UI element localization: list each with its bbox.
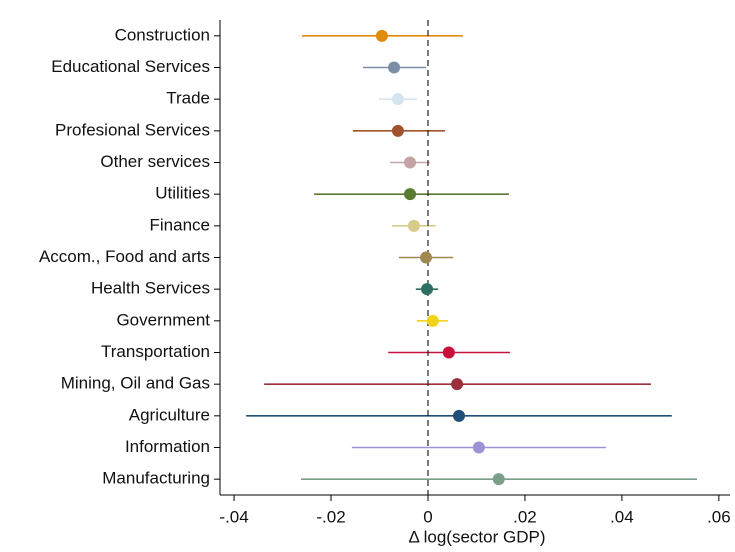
point: [404, 156, 417, 169]
point: [421, 283, 434, 296]
x-tick-label: .04: [610, 507, 634, 526]
y-tick-label: Trade: [166, 89, 210, 108]
y-tick-label: Manufacturing: [102, 469, 210, 488]
point: [391, 124, 404, 137]
point: [492, 473, 505, 486]
y-tick-label: Finance: [150, 215, 210, 234]
x-axis-title: Δ log(sector GDP): [408, 527, 545, 546]
y-tick-label: Educational Services: [51, 57, 210, 76]
y-tick-label: Transportation: [101, 342, 210, 361]
point: [472, 441, 485, 454]
point: [426, 314, 439, 327]
y-tick-label: Health Services: [91, 279, 210, 298]
point: [451, 378, 464, 391]
point: [420, 251, 433, 264]
point: [391, 93, 404, 106]
x-tick-label: 0: [423, 507, 432, 526]
point: [375, 29, 388, 42]
x-tick-label: -.02: [316, 507, 345, 526]
point: [388, 61, 401, 74]
y-tick-label: Other services: [100, 152, 210, 171]
y-tick-label: Utilities: [155, 184, 210, 203]
y-tick-label: Construction: [115, 25, 210, 44]
y-tick-label: Government: [116, 310, 210, 329]
y-tick-label: Accom., Food and arts: [39, 247, 210, 266]
y-tick-label: Mining, Oil and Gas: [61, 374, 210, 393]
y-tick-label: Information: [125, 437, 210, 456]
y-tick-label: Profesional Services: [55, 120, 210, 139]
point: [442, 346, 455, 359]
point: [404, 188, 417, 201]
point: [407, 219, 420, 232]
x-tick-label: -.04: [219, 507, 248, 526]
x-tick-label: .02: [513, 507, 537, 526]
point: [453, 409, 466, 422]
x-tick-label: .06: [707, 507, 731, 526]
y-tick-label: Agriculture: [129, 405, 210, 424]
